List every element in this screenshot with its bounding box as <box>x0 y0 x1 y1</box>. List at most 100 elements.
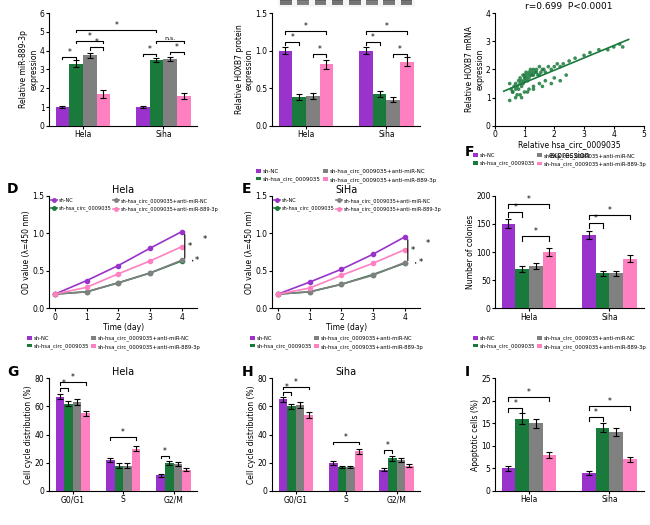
Text: *: * <box>384 22 388 31</box>
Bar <box>150 60 163 126</box>
Bar <box>623 459 637 491</box>
Point <box>519 77 530 85</box>
Text: *: * <box>527 388 531 397</box>
Point <box>528 82 539 91</box>
Text: *: * <box>121 428 125 437</box>
Bar <box>380 470 388 491</box>
Point <box>521 68 531 77</box>
Point <box>516 77 526 85</box>
Bar <box>388 458 396 491</box>
Bar <box>543 252 556 308</box>
Title: Siha: Siha <box>335 368 357 377</box>
Point <box>528 85 539 93</box>
Title: Hela: Hela <box>112 185 134 195</box>
Bar <box>292 97 306 126</box>
Y-axis label: OD value (λ=450 nm): OD value (λ=450 nm) <box>245 210 254 294</box>
Bar <box>55 396 64 491</box>
Text: *: * <box>344 433 348 442</box>
Bar <box>279 400 287 491</box>
Point <box>510 85 521 93</box>
Point <box>518 71 528 79</box>
Point <box>552 60 562 68</box>
Point <box>603 46 613 54</box>
Point <box>519 74 530 82</box>
Point <box>515 91 525 99</box>
Text: *: * <box>195 256 200 265</box>
Point <box>508 88 518 96</box>
Bar <box>114 466 123 491</box>
Bar <box>157 475 165 491</box>
Text: H: H <box>242 365 254 379</box>
Bar <box>582 473 595 491</box>
Point <box>523 71 533 79</box>
Point <box>506 85 516 93</box>
Bar <box>306 96 320 126</box>
Bar <box>610 274 623 308</box>
Text: *: * <box>398 45 402 54</box>
Point <box>593 46 604 54</box>
Point <box>534 62 545 71</box>
Bar <box>136 107 150 126</box>
Point <box>510 79 521 88</box>
Text: *: * <box>370 33 374 41</box>
Bar <box>346 467 355 491</box>
Bar <box>296 405 304 491</box>
Point <box>570 54 580 62</box>
Bar <box>610 432 623 491</box>
Point <box>537 82 547 91</box>
Bar <box>182 470 190 491</box>
Text: *: * <box>418 258 422 267</box>
Text: *: * <box>175 43 179 52</box>
Point <box>534 71 545 79</box>
Point <box>531 68 541 77</box>
Text: n.s.: n.s. <box>164 36 176 41</box>
Bar <box>529 423 543 491</box>
Point <box>524 68 534 77</box>
Legend: sh-NC, sh-hsa_circ_0009035, sh-hsa_circ_0009035+anti-miR-NC, sh-hsa_circ_0009035: sh-NC, sh-hsa_circ_0009035, sh-hsa_circ_… <box>471 151 648 169</box>
Bar <box>287 406 296 491</box>
Point <box>528 65 539 74</box>
Text: F: F <box>465 145 474 159</box>
Text: *: * <box>114 20 118 29</box>
Bar <box>515 419 529 491</box>
Bar <box>81 413 90 491</box>
Text: *: * <box>608 397 611 406</box>
Text: *: * <box>527 195 531 204</box>
Point <box>516 93 526 102</box>
Bar <box>165 463 174 491</box>
Y-axis label: Relative miR-889-3p
expression: Relative miR-889-3p expression <box>19 30 38 108</box>
Point <box>561 71 571 79</box>
Point <box>525 71 536 79</box>
Bar <box>73 402 81 491</box>
Point <box>531 65 541 74</box>
Point <box>555 62 566 71</box>
Point <box>523 88 533 96</box>
Bar <box>83 55 97 126</box>
Point <box>524 74 534 82</box>
Legend: sh-NC, sh-hsa_circ_0009035, sh-hsa_circ_0009035+anti-miR-NC, sh-hsa_circ_0009035: sh-NC, sh-hsa_circ_0009035, sh-hsa_circ_… <box>25 333 202 352</box>
Title: Hela: Hela <box>112 368 134 377</box>
X-axis label: Time (day): Time (day) <box>103 323 144 332</box>
Text: *: * <box>318 45 322 54</box>
Text: *: * <box>285 383 289 392</box>
Y-axis label: Relative HOXB7 mRNA
expression: Relative HOXB7 mRNA expression <box>465 26 484 112</box>
Point <box>555 77 566 85</box>
Y-axis label: Relative HOXB7 protein
expression: Relative HOXB7 protein expression <box>235 25 254 114</box>
Text: *: * <box>71 373 75 382</box>
Text: *: * <box>163 447 167 456</box>
Y-axis label: Cell cycle distribution (%): Cell cycle distribution (%) <box>248 385 257 484</box>
Point <box>526 71 537 79</box>
Bar <box>174 464 182 491</box>
Bar <box>97 94 110 126</box>
Text: *: * <box>534 227 538 236</box>
Point <box>514 85 524 93</box>
Point <box>508 88 518 96</box>
Text: *: * <box>88 32 92 41</box>
Bar <box>595 428 610 491</box>
Bar <box>304 415 313 491</box>
Bar <box>177 96 190 126</box>
Point <box>525 65 536 74</box>
Point <box>512 91 523 99</box>
Bar <box>543 455 556 491</box>
Point <box>543 62 554 71</box>
